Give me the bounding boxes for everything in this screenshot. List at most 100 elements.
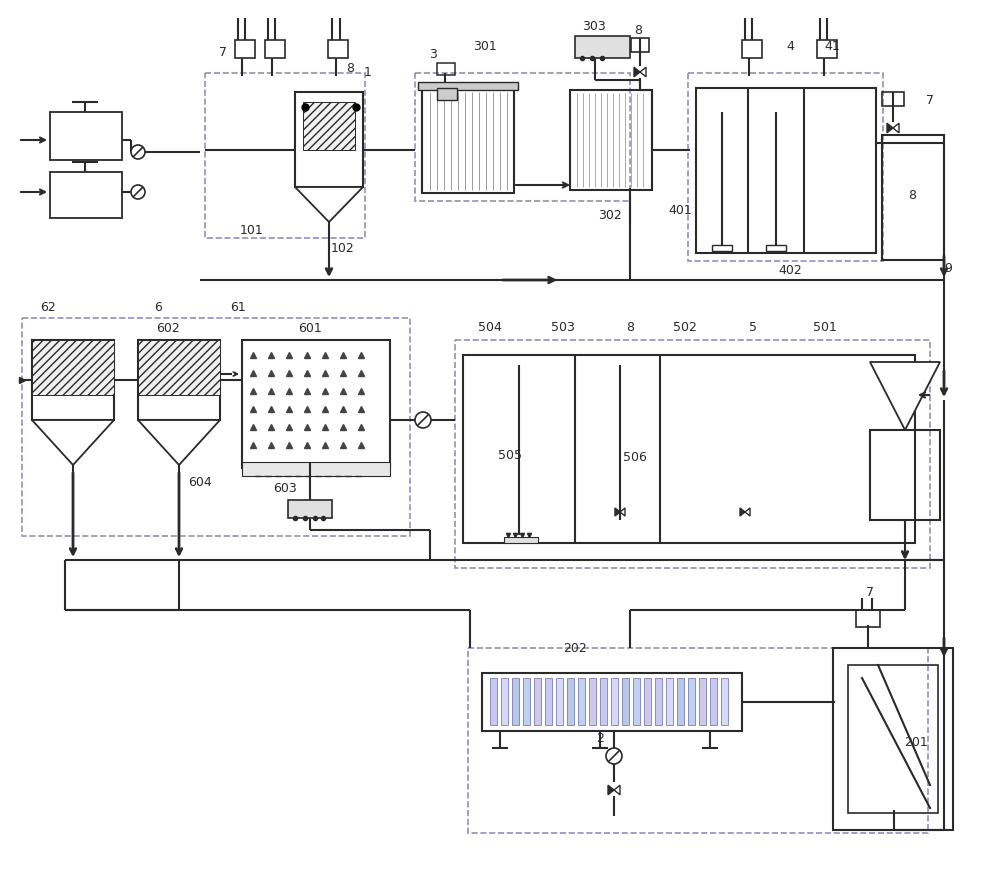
Bar (482, 673, 742, 731)
Bar (32, 340, 114, 395)
Bar (138, 340, 220, 420)
Text: 303: 303 (582, 21, 606, 33)
Bar (501, 678, 508, 725)
Bar (22, 318, 410, 536)
Polygon shape (893, 123, 899, 133)
Bar (463, 355, 915, 543)
Bar (490, 678, 497, 725)
Text: 604: 604 (188, 475, 212, 488)
Text: 9: 9 (944, 262, 952, 275)
Text: 3: 3 (429, 49, 437, 62)
Bar (600, 678, 607, 725)
Text: 601: 601 (298, 322, 322, 335)
Bar (50, 172, 122, 218)
Text: 8: 8 (346, 62, 354, 74)
Text: 602: 602 (156, 322, 180, 335)
Circle shape (131, 185, 145, 199)
Bar (622, 678, 629, 725)
Bar (882, 135, 944, 260)
Text: 5: 5 (749, 321, 757, 333)
Polygon shape (745, 508, 750, 516)
Text: 7: 7 (219, 45, 227, 58)
Bar (205, 73, 365, 238)
Polygon shape (614, 785, 620, 794)
Bar (677, 678, 684, 725)
Bar (265, 40, 285, 58)
Polygon shape (740, 508, 745, 516)
Bar (712, 245, 732, 251)
Text: 301: 301 (473, 40, 497, 53)
Bar (688, 73, 883, 261)
Polygon shape (608, 785, 614, 794)
Bar (882, 92, 904, 106)
Bar (556, 678, 563, 725)
Text: 506: 506 (623, 451, 647, 464)
Bar (288, 500, 332, 518)
Text: 603: 603 (273, 481, 297, 494)
Text: 6: 6 (154, 301, 162, 314)
Bar (32, 340, 114, 420)
Text: 8: 8 (634, 24, 642, 37)
Polygon shape (138, 420, 220, 465)
Bar (742, 40, 762, 58)
Bar (328, 40, 348, 58)
Bar (242, 340, 390, 468)
Bar (710, 678, 717, 725)
Text: 61: 61 (230, 301, 246, 314)
Bar (523, 678, 530, 725)
Bar (567, 678, 574, 725)
Bar (578, 678, 585, 725)
Bar (631, 38, 649, 52)
Bar (575, 36, 630, 58)
Bar (833, 648, 953, 830)
Bar (418, 82, 518, 90)
Bar (437, 88, 457, 100)
Text: 1: 1 (364, 65, 372, 78)
Bar (415, 73, 630, 201)
Bar (611, 678, 618, 725)
Bar (633, 678, 640, 725)
Bar (534, 678, 541, 725)
Polygon shape (295, 187, 363, 222)
Text: 202: 202 (563, 642, 587, 655)
Bar (295, 92, 363, 187)
Circle shape (606, 748, 622, 764)
Bar (848, 665, 938, 813)
Text: 101: 101 (240, 223, 264, 236)
Text: 503: 503 (551, 321, 575, 333)
Text: 502: 502 (673, 321, 697, 333)
Text: 2: 2 (596, 732, 604, 745)
Bar (644, 678, 651, 725)
Polygon shape (615, 508, 620, 516)
Polygon shape (887, 123, 893, 133)
Bar (504, 537, 538, 543)
Bar (696, 88, 876, 253)
Text: 7: 7 (926, 93, 934, 106)
Bar (50, 112, 122, 160)
Text: 4: 4 (786, 40, 794, 53)
Bar (570, 90, 652, 190)
Text: 504: 504 (478, 321, 502, 333)
Bar (422, 88, 514, 193)
Bar (589, 678, 596, 725)
Bar (242, 462, 390, 476)
Text: 302: 302 (598, 208, 622, 221)
Text: 62: 62 (40, 301, 56, 314)
Polygon shape (870, 362, 940, 430)
Bar (545, 678, 552, 725)
Text: 402: 402 (778, 263, 802, 276)
Bar (512, 678, 519, 725)
Bar (699, 678, 706, 725)
Bar (138, 340, 220, 395)
Circle shape (131, 145, 145, 159)
Text: 8: 8 (908, 188, 916, 201)
Text: 102: 102 (331, 242, 355, 255)
Text: 201: 201 (904, 735, 928, 748)
Polygon shape (640, 67, 646, 77)
Bar (468, 648, 928, 833)
Bar (817, 40, 837, 58)
Bar (870, 430, 940, 520)
Polygon shape (620, 508, 625, 516)
Text: 7: 7 (866, 585, 874, 598)
Bar (235, 40, 255, 58)
